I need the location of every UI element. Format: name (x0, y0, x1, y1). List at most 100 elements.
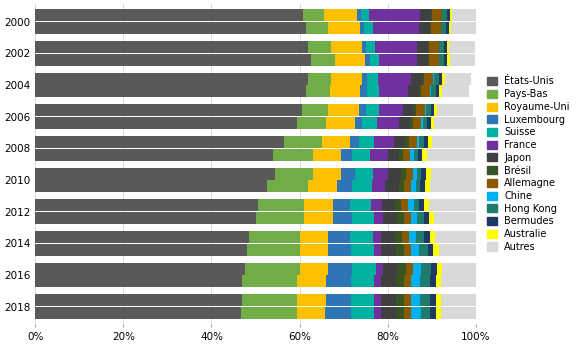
Bar (394, 136, 405, 148)
Bar (256, 212, 304, 224)
Bar (424, 73, 433, 85)
Bar (399, 149, 403, 161)
Bar (412, 117, 421, 129)
Bar (388, 168, 401, 180)
Bar (430, 231, 435, 243)
Bar (328, 104, 359, 116)
Bar (35, 41, 308, 53)
Bar (35, 117, 297, 129)
Bar (297, 275, 326, 288)
Bar (430, 22, 431, 34)
Bar (434, 104, 437, 116)
Bar (397, 212, 404, 224)
Bar (416, 104, 425, 116)
Bar (396, 307, 404, 319)
Bar (404, 275, 411, 288)
Bar (422, 149, 427, 161)
Bar (353, 263, 376, 275)
Bar (431, 22, 441, 34)
Bar (366, 104, 379, 116)
Bar (429, 199, 480, 211)
Bar (353, 212, 374, 224)
Bar (412, 263, 422, 275)
Bar (297, 307, 325, 319)
Bar (383, 212, 397, 224)
Bar (427, 149, 475, 161)
Bar (404, 307, 411, 319)
Bar (275, 168, 313, 180)
Bar (431, 136, 475, 148)
Bar (422, 263, 431, 275)
Bar (297, 294, 325, 307)
Bar (424, 212, 429, 224)
Bar (395, 231, 402, 243)
Bar (434, 244, 438, 256)
Bar (35, 104, 302, 116)
Bar (396, 294, 404, 307)
Bar (242, 294, 297, 307)
Bar (382, 263, 397, 275)
Bar (430, 275, 435, 288)
Bar (437, 263, 442, 275)
Bar (422, 73, 424, 85)
Bar (449, 22, 451, 34)
Bar (35, 231, 249, 243)
Bar (308, 73, 331, 85)
Bar (35, 199, 257, 211)
Bar (35, 212, 256, 224)
Bar (451, 22, 476, 34)
Bar (342, 168, 355, 180)
Bar (431, 9, 432, 21)
Bar (417, 212, 424, 224)
Bar (429, 54, 439, 66)
Bar (434, 212, 482, 224)
Bar (419, 22, 430, 34)
Bar (241, 307, 297, 319)
Bar (351, 244, 374, 256)
Bar (420, 85, 430, 97)
Bar (442, 263, 480, 275)
Bar (360, 22, 364, 34)
Bar (420, 307, 430, 319)
Bar (420, 294, 430, 307)
Bar (404, 212, 411, 224)
Bar (362, 41, 366, 53)
Bar (374, 136, 394, 148)
Bar (414, 199, 419, 211)
Bar (355, 117, 362, 129)
Bar (35, 136, 284, 148)
Bar (427, 136, 431, 148)
Bar (297, 117, 326, 129)
Bar (427, 117, 431, 129)
Bar (355, 168, 373, 180)
Bar (378, 73, 411, 85)
Bar (381, 307, 396, 319)
Bar (300, 263, 328, 275)
Bar (434, 73, 439, 85)
Bar (420, 180, 425, 192)
Bar (438, 244, 482, 256)
Bar (35, 275, 242, 288)
Bar (337, 180, 353, 192)
Bar (404, 294, 411, 307)
Bar (369, 9, 420, 21)
Bar (325, 294, 351, 307)
Bar (381, 294, 396, 307)
Bar (425, 180, 430, 192)
Bar (396, 244, 404, 256)
Bar (432, 9, 442, 21)
Bar (447, 41, 449, 53)
Bar (326, 275, 351, 288)
Bar (416, 231, 424, 243)
Bar (415, 180, 420, 192)
Bar (364, 22, 373, 34)
Bar (401, 199, 408, 211)
Bar (376, 263, 382, 275)
Bar (429, 212, 434, 224)
Bar (405, 136, 409, 148)
Bar (335, 54, 365, 66)
Bar (359, 104, 366, 116)
Bar (416, 54, 427, 66)
Bar (373, 231, 381, 243)
Bar (439, 41, 444, 53)
